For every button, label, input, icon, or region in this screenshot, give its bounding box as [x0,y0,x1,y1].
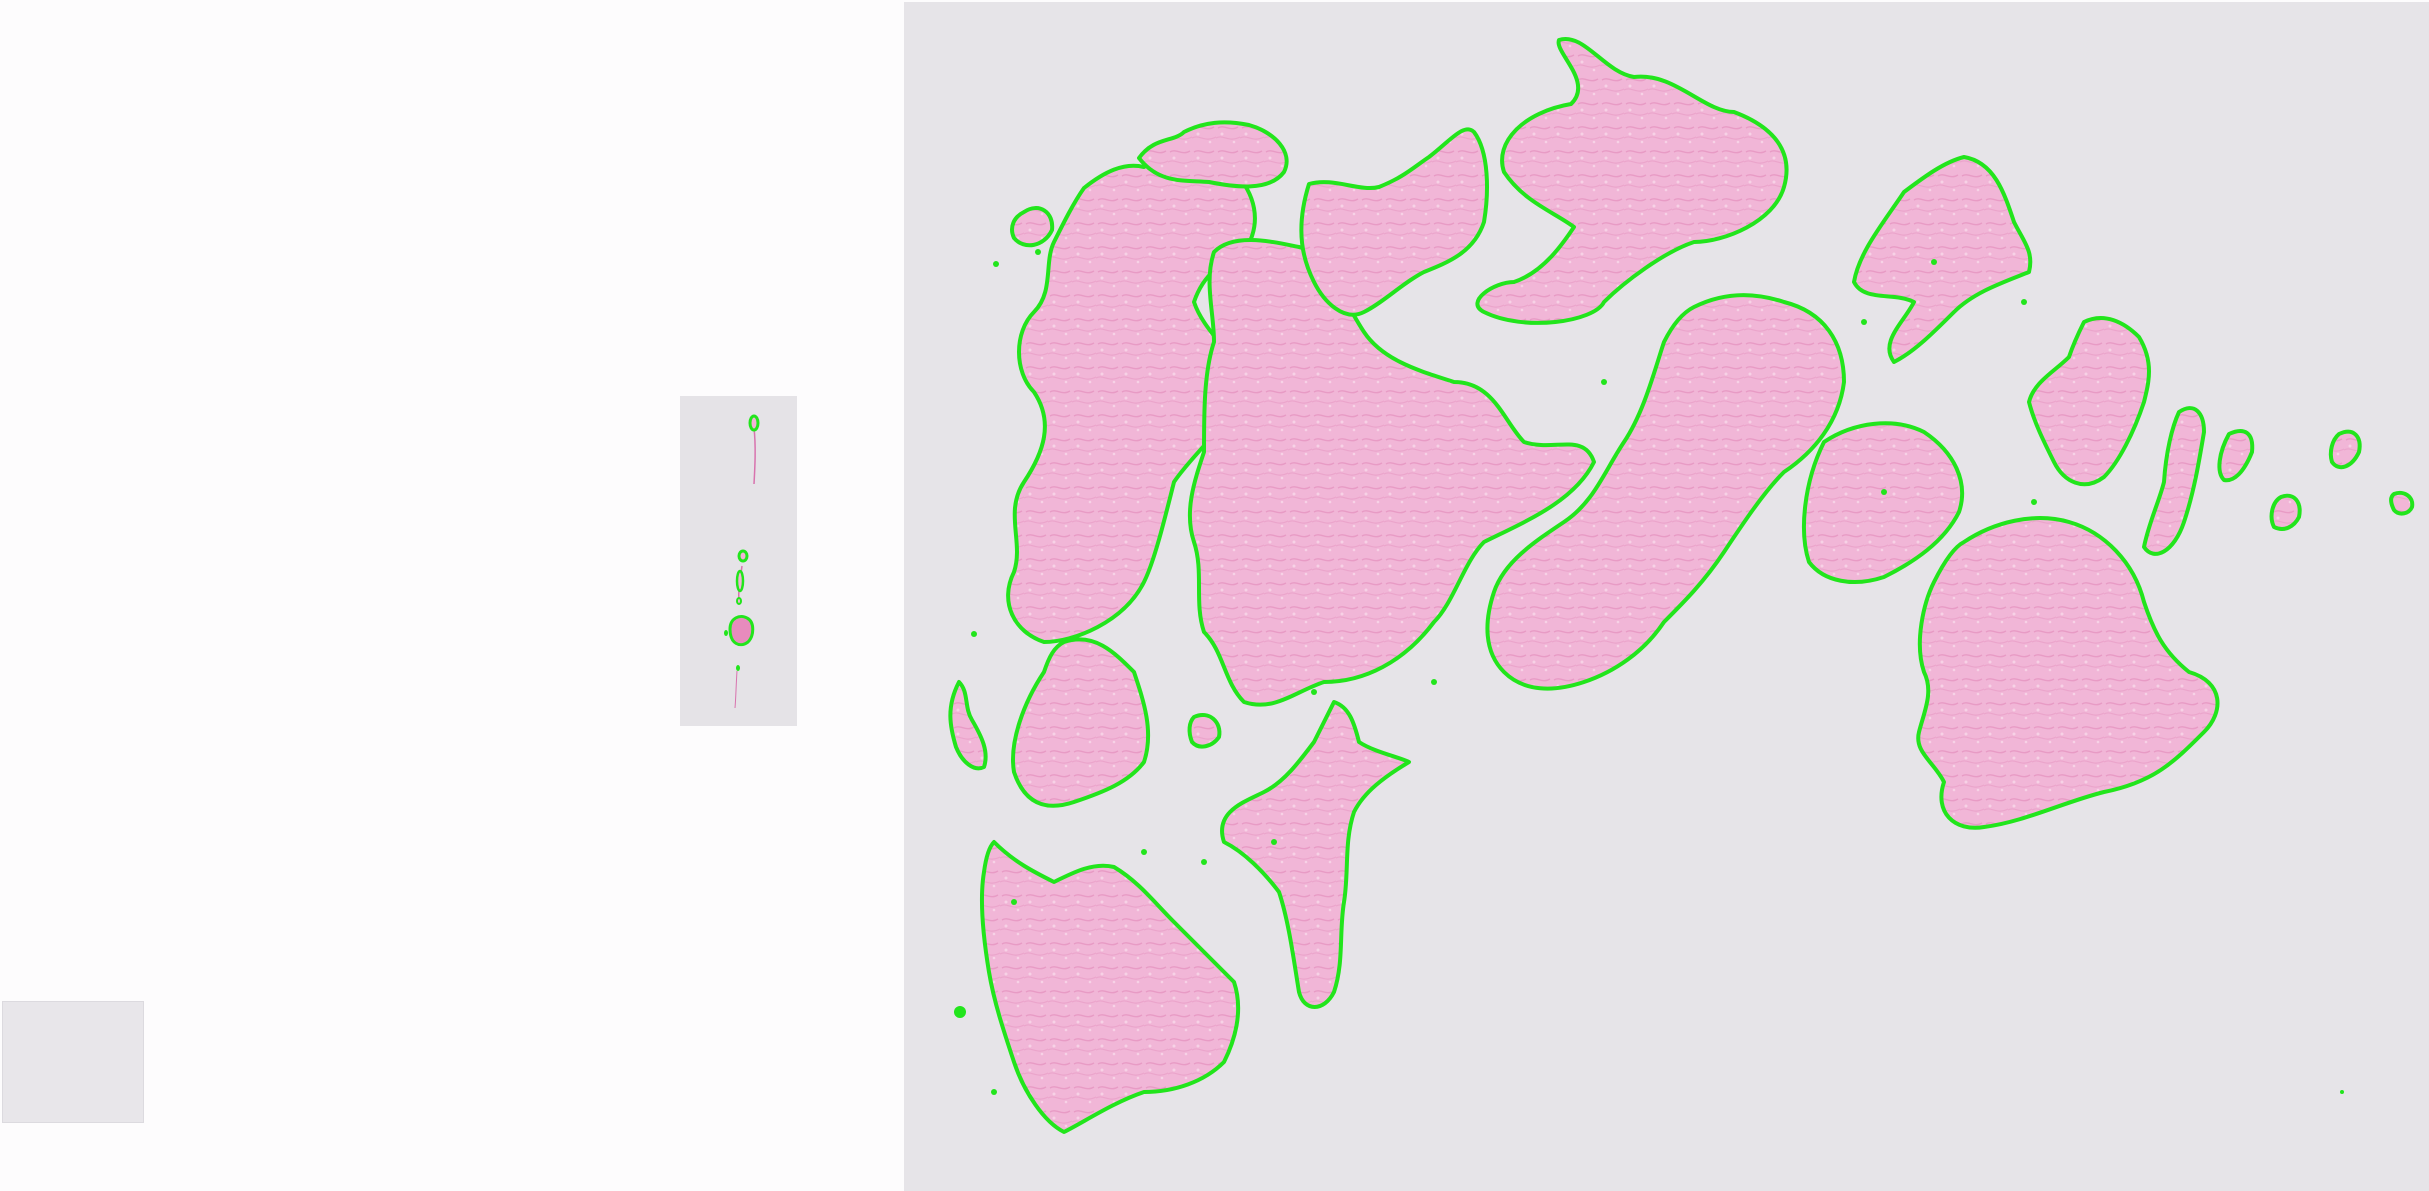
tissue-region-upper-strip [1137,120,1289,189]
tissue-region-lower-center [1220,700,1411,1009]
tissue-region-right-upper [1852,155,2033,364]
tissue-region-center-upper [1299,127,1489,317]
tissue-region-far-right [2027,316,2151,487]
thumb-region-main [724,614,755,671]
tissue-region-far-right-small [2217,429,2255,483]
thumb-region-mid [735,549,749,605]
main-tissue-map [948,36,2415,1134]
thumbnail-slide [680,396,797,726]
tissue-fragment-4 [1187,713,1222,749]
tissue-region-lower-left [1011,637,1151,808]
tissue-region-right-middle [1485,293,1846,691]
tissue-fragment-2 [2389,490,2415,516]
tissue-region-right-large [1916,516,2220,830]
tissue-region-far-right-tip [2269,493,2302,531]
tissue-region-right-round [1802,421,1965,584]
thumb-region-top [748,414,760,432]
tissue-region-lower-far-left [979,840,1241,1134]
tissue-region-center [1187,238,1596,707]
tissue-region-top-center [1475,36,1789,325]
tissue-region-upper-left [1006,157,1257,644]
main-slide [904,2,2429,1191]
slide-label-area [2,1001,144,1123]
annotation-specks [954,249,2344,1095]
tissue-region-far-right-strip [2142,406,2206,556]
thumbnail-tissue-map [724,414,760,709]
tissue-fragment-1 [1010,206,1055,248]
tissue-region-lower-left-strip [948,680,988,771]
tissue-fragment-3 [2328,429,2362,470]
